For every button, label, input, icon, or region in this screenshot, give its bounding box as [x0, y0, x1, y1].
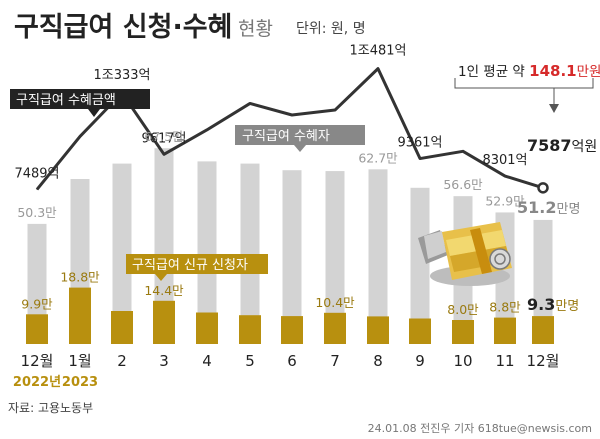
- legend-new-text: 구직급여 신규 신청자: [132, 258, 248, 273]
- callout-text: 1인 평균 약 148.1만원: [458, 62, 600, 80]
- recipient-bar: [282, 170, 302, 344]
- recipient-label: 52.9만: [485, 193, 525, 208]
- amount-label: 1조481억: [349, 44, 406, 59]
- callout-prefix: 1인 평균 약: [458, 64, 529, 80]
- new-applicant-label: 9.9만: [21, 296, 53, 311]
- new-applicant-bar: [111, 311, 133, 344]
- callout-value: 148.1: [529, 62, 576, 80]
- new-applicant-bar: [69, 287, 91, 344]
- month-axis: 12월 1월 2 3 4 5 6 7 8 9 10 11 12월 2022년 2023: [13, 352, 560, 390]
- amount-label: 7587억원: [527, 136, 597, 155]
- recipient-bar: [410, 187, 430, 344]
- new-applicant-label: 8.0만: [447, 302, 479, 317]
- recipient-bar: [368, 169, 388, 344]
- year-label: 2022년: [13, 375, 61, 390]
- chart-title: 구직급여 신청·수혜: [14, 12, 232, 43]
- amount-point: [36, 188, 38, 190]
- recipient-bar: [112, 163, 132, 344]
- recipient-bar: [533, 219, 553, 344]
- amount-label: 1조333억: [93, 68, 150, 83]
- new-applicant-bar: [281, 316, 303, 344]
- new-applicant-bar: [26, 314, 48, 344]
- recipient-label: 56.6만: [443, 177, 483, 192]
- amount-label: 9361억: [397, 136, 442, 151]
- new-applicant-bars: [26, 287, 554, 344]
- amount-point: [334, 109, 336, 111]
- recipient-label: 51.2만명: [517, 198, 580, 217]
- legend-recipient-text: 구직급여 수혜자: [242, 129, 330, 144]
- amount-point: [291, 114, 293, 116]
- avg-callout: 1인 평균 약 148.1만원: [454, 62, 600, 113]
- new-applicant-label: 8.8만: [489, 300, 521, 315]
- amount-point: [163, 153, 165, 155]
- recipient-bar: [325, 171, 345, 344]
- new-applicant-bar: [494, 317, 516, 344]
- month-tick-label: 5: [245, 352, 255, 370]
- amount-label: 8301억: [482, 153, 527, 168]
- new-applicant-bar: [409, 318, 431, 344]
- legend-new-tag: 구직급여 신규 신청자: [126, 254, 268, 281]
- money-bundle-illustration: [418, 222, 512, 286]
- month-tick-label: 12월: [527, 352, 560, 370]
- amount-point: [79, 135, 81, 137]
- month-tick-label: 6: [287, 352, 297, 370]
- legend-amount-text: 구직급여 수혜금액: [16, 93, 116, 108]
- chart-subtitle: 현황: [238, 18, 273, 40]
- new-applicant-bar: [239, 315, 261, 344]
- new-applicant-bar: [452, 320, 474, 344]
- month-tick-label: 2: [117, 352, 127, 370]
- amount-end-marker: [537, 182, 549, 194]
- new-applicant-bar: [196, 312, 218, 344]
- amount-label: 7489억: [14, 166, 59, 181]
- amount-point: [419, 158, 421, 160]
- new-applicant-bar: [532, 316, 554, 344]
- legend-recipient-tag: 구직급여 수혜자: [235, 125, 365, 152]
- new-applicant-label: 14.4만: [144, 283, 184, 298]
- recipient-bar: [197, 161, 217, 344]
- month-tick-label: 10: [453, 352, 472, 370]
- unit-note: 단위: 원, 명: [296, 21, 366, 37]
- month-tick-label: 3: [159, 352, 169, 370]
- new-applicant-bar: [367, 316, 389, 344]
- amount-point: [377, 68, 379, 70]
- recipient-bar: [154, 148, 174, 344]
- month-tick-label: 12월: [21, 352, 54, 370]
- month-tick-label: 7: [330, 352, 340, 370]
- amount-point: [462, 150, 464, 152]
- amount-point: [504, 175, 506, 177]
- month-tick-label: 8: [373, 352, 383, 370]
- amount-point: [206, 129, 208, 131]
- recipient-label: 62.7만: [358, 150, 398, 165]
- legend-amount-tag: 구직급여 수혜금액: [10, 89, 150, 117]
- callout-suffix: 만원: [577, 64, 600, 80]
- new-applicant-bar: [324, 312, 346, 344]
- recipient-bar: [240, 163, 260, 344]
- month-tick-label: 11: [495, 352, 514, 370]
- new-applicant-label: 9.3만명: [527, 295, 579, 314]
- amount-point: [249, 102, 251, 104]
- recipient-label: 67.5만: [144, 129, 184, 144]
- month-tick-label: 9: [415, 352, 425, 370]
- credit: 24.01.08 전진우 기자 618tue@newsis.com: [368, 422, 592, 435]
- amount-label: 9617억: [141, 131, 186, 146]
- year-label: 2023: [62, 375, 98, 390]
- new-applicant-label: 18.8만: [60, 270, 100, 285]
- new-applicant-label: 10.4만: [315, 295, 355, 310]
- source: 자료: 고용노동부: [8, 401, 93, 415]
- recipient-label: 50.3만: [17, 205, 57, 220]
- month-tick-label: 1월: [68, 352, 91, 370]
- new-applicant-bar: [153, 300, 175, 344]
- month-tick-label: 4: [202, 352, 212, 370]
- recipient-bar: [27, 223, 47, 344]
